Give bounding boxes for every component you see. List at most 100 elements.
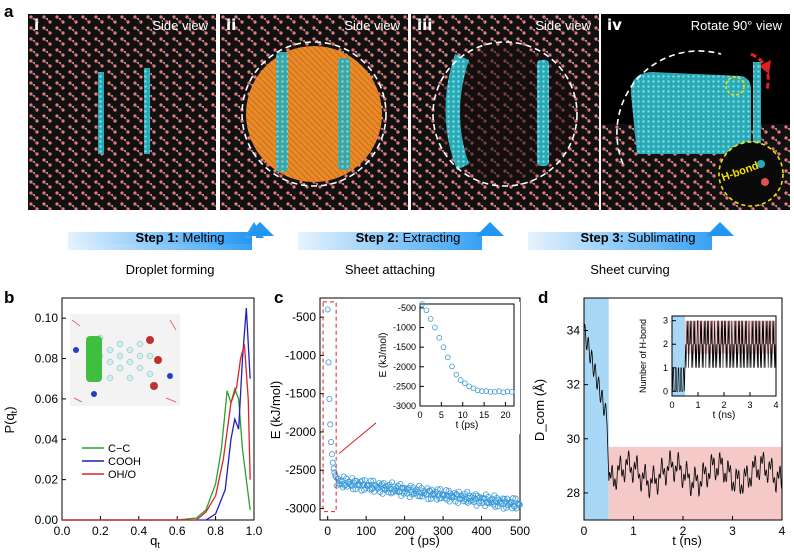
chart-c-point [367, 477, 374, 484]
chart-b-ytick-label: 0.08 [35, 352, 59, 366]
chart-b-ytick-label: 0.04 [35, 432, 59, 446]
chart-c-point [381, 485, 388, 492]
step-2-text: Step 2: Extracting [318, 230, 498, 245]
chart-c-inset-ytick-label: -500 [398, 303, 416, 313]
chart-c-point [353, 478, 360, 485]
chart-c-inset-point [479, 388, 485, 394]
chart-c-inset-frame [419, 303, 515, 407]
chart-c-point [330, 465, 337, 472]
chart-d-xtick-label: 4 [779, 524, 786, 538]
chart-b-xtick-label: 1.0 [246, 524, 263, 538]
chart-c-ylabel: E (kJ/mol) [268, 381, 283, 440]
snapshot-i: i Side view [28, 14, 216, 210]
chart-c-inset-xtick-label: 5 [439, 410, 444, 420]
panel-c-letter: c [274, 288, 284, 307]
chart-d-xlabel: t (ns) [672, 533, 702, 548]
chart-d-inset-xtick-label: 1 [695, 400, 700, 410]
snapshot-i-number: i [34, 16, 40, 34]
chart-c-point [350, 486, 357, 493]
chart-c-point [339, 478, 346, 485]
chart-d-xtick-label: 2 [680, 524, 687, 538]
chart-d-ytick-label: 28 [567, 486, 581, 500]
chart-c-point [516, 501, 523, 508]
chart-d-inset-xlabel: t (ns) [713, 410, 736, 421]
snapshot-iv-image [601, 14, 790, 210]
chart-b-series-1-line [62, 386, 251, 521]
snapshot-iii-view: Side view [535, 18, 591, 33]
chart-c: E (kJ/mol) t (ps) 0 100 200 300 400 500-500-1… [268, 297, 530, 548]
snapshot-iv: iv Rotate 90° view H-bond [601, 14, 790, 210]
chart-c-point [500, 505, 507, 512]
chart-c-inset-point [462, 380, 468, 387]
snapshot-iv-view: Rotate 90° view [690, 18, 782, 33]
chart-c-point [359, 477, 366, 484]
chart-d-inset-xtick-label: 2 [721, 400, 726, 410]
chart-c-inset-point [457, 377, 464, 383]
chart-b-ytick-label: 0.06 [35, 392, 59, 406]
chart-c-point [425, 496, 432, 503]
snapshot-ii-number: ii [226, 16, 237, 34]
chart-c-inset-ytick-label: -2500 [393, 381, 416, 391]
chart-c-point [410, 484, 417, 491]
snapshot-iii-image [411, 14, 599, 210]
chart-d-inset-ytick-label: 0 [663, 386, 668, 396]
snapshot-iii-number: iii [417, 16, 433, 34]
chart-c-ytick-label: -500 [292, 310, 316, 324]
chart-b-xtick-label: 0.4 [130, 524, 147, 538]
step-1-action: Melting [182, 230, 225, 245]
chart-d-xtick-label: 0 [581, 524, 588, 538]
chart-c-point [464, 488, 471, 495]
snapshot-iv-number: iv [607, 16, 622, 34]
chart-d-inset-xtick-label: 4 [773, 400, 778, 410]
chart-b-ytick-label: 0.10 [35, 311, 59, 325]
chart-c-point [493, 495, 500, 502]
chart-c-point [326, 395, 333, 402]
chart-c-inset-point [436, 334, 443, 341]
chart-d-ytick-label: 34 [567, 323, 581, 337]
chart-c-point [434, 486, 441, 493]
chart-c-point [443, 487, 450, 494]
chart-b-legend-label: OH/O [108, 469, 137, 481]
chart-b-xtick-label: 0.2 [92, 524, 109, 538]
panel-b-letter: b [4, 288, 15, 307]
chart-b-xtick-label: 0.0 [54, 524, 71, 538]
snapshot-i-view: Side view [152, 18, 208, 33]
step-2-arrow [298, 222, 504, 250]
chart-c-inset-point [423, 307, 430, 314]
chart-c-point [509, 495, 516, 502]
step-1-text: Step 1: Melting [90, 230, 270, 245]
chart-c-point [414, 488, 421, 495]
chart-c-ytick-label: -1500 [285, 387, 316, 401]
chart-c-inset-point [483, 388, 490, 394]
chart-c-inset-xtick-label: 10 [458, 410, 468, 420]
chart-c-inset-point [440, 344, 447, 350]
chart-c-point [324, 306, 331, 313]
chart-b-legend-label: COOH [108, 456, 141, 468]
chart-b-ytick-label: 0.02 [35, 473, 59, 487]
chart-d-inset-xtick-label: 3 [747, 400, 752, 410]
chart-c-inset-ytick-label: -1000 [393, 323, 416, 333]
chart-d-ylabel: D_com (Å) [532, 379, 547, 441]
chart-c-inset-point [449, 363, 455, 370]
chart-d-series-line [583, 324, 783, 499]
chart-c-inset-point [427, 316, 434, 322]
step-2-label: Step 2: [355, 230, 399, 245]
chart-c-point [328, 438, 335, 445]
chart-d-inset-ytick-label: 2 [663, 339, 668, 349]
chart-c-point [328, 451, 335, 458]
chart-c-inset-ylabel: E (kJ/mol) [378, 333, 389, 378]
chart-b-series-2-line [62, 308, 251, 521]
chart-c-point [437, 486, 444, 493]
chart-c-inset-point [500, 389, 507, 396]
chart-c-point [427, 495, 434, 502]
chart-c-inset-point [453, 371, 460, 378]
chart-c-point [449, 494, 456, 501]
chart-c-inset-ytick-label: -1500 [393, 342, 416, 352]
chart-c-inset-point [419, 301, 425, 307]
panel-a-letter: a [4, 2, 14, 21]
chart-c-inset-bg [376, 302, 520, 434]
chart-c-inset-point [444, 354, 451, 361]
chart-b-xtick-label: 0.8 [207, 524, 224, 538]
step-1-arrow [68, 222, 274, 250]
chart-c-point [361, 486, 368, 493]
